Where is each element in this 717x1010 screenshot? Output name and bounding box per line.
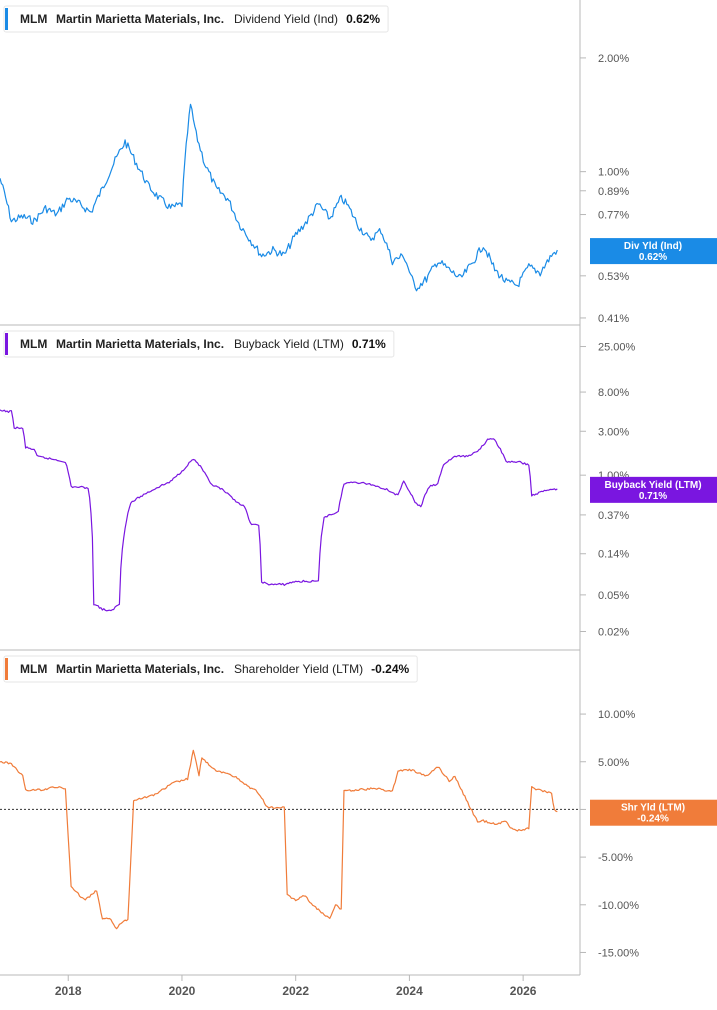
legend-ticker: MLM [20, 12, 47, 26]
legend-value: 0.62% [346, 12, 380, 26]
y-tick-label: 0.05% [598, 590, 629, 602]
legend-value: 0.71% [352, 337, 386, 351]
series-line[interactable] [0, 103, 558, 292]
y-tick-label: 0.02% [598, 627, 629, 639]
x-tick-label: 2022 [282, 984, 309, 998]
legend-box [3, 655, 418, 683]
legend-box [3, 5, 389, 33]
y-tick-label: 0.37% [598, 510, 629, 522]
x-tick-label: 2018 [55, 984, 82, 998]
y-tick-label: 0.41% [598, 313, 629, 325]
legend: MLM Martin Marietta Materials, Inc. Divide… [3, 5, 389, 33]
value-flag-label: Div Yld (Ind) [624, 241, 682, 252]
x-tick-label: 2026 [510, 984, 537, 998]
y-tick-label: 8.00% [598, 387, 629, 399]
series-line[interactable] [0, 749, 558, 930]
legend-metric: Dividend Yield (Ind) [234, 12, 338, 26]
y-tick-label: 1.00% [598, 167, 629, 179]
y-tick-label: -10.00% [598, 900, 639, 912]
legend-color-bar [5, 333, 8, 355]
series-line[interactable] [0, 409, 558, 612]
y-tick-label: 2.00% [598, 53, 629, 65]
legend-metric: Shareholder Yield (LTM) [234, 662, 363, 676]
chart-panel-2: 25.00%8.00%3.00%1.00%0.37%0.14%0.05%0.02… [0, 325, 717, 651]
y-tick-label: 0.89% [598, 186, 629, 198]
legend-company: Martin Marietta Materials, Inc. [56, 337, 224, 351]
chart-panel-3: 10.00%5.00%0.00%-5.00%-10.00%-15.00%MLMM… [0, 650, 717, 976]
x-tick-label: 2024 [396, 984, 423, 998]
value-flag-value: 0.71% [639, 491, 667, 502]
legend-company: Martin Marietta Materials, Inc. [56, 12, 224, 26]
value-flag-label: Shr Yld (LTM) [621, 803, 685, 814]
value-flag-value: -0.24% [637, 814, 669, 825]
y-tick-label: 10.00% [598, 709, 636, 721]
legend-metric: Buyback Yield (LTM) [234, 337, 344, 351]
value-flag: Buyback Yield (LTM)0.71% [590, 476, 717, 503]
legend-color-bar [5, 658, 8, 680]
legend-value: -0.24% [371, 662, 409, 676]
value-flag-label: Buyback Yield (LTM) [604, 480, 701, 491]
legend-ticker: MLM [20, 337, 47, 351]
y-tick-label: 25.00% [598, 342, 636, 354]
legend: MLM Martin Marietta Materials, Inc. Shareh… [3, 655, 418, 683]
value-flag-value: 0.62% [639, 252, 667, 263]
legend-color-bar [5, 8, 8, 30]
legend-ticker: MLM [20, 662, 47, 676]
y-tick-label: 3.00% [598, 426, 629, 438]
value-flag: Shr Yld (LTM)-0.24% [590, 799, 717, 826]
y-tick-label: -15.00% [598, 947, 639, 959]
legend-box [3, 330, 395, 358]
y-tick-label: 5.00% [598, 757, 629, 769]
legend: MLM Martin Marietta Materials, Inc. Buybac… [3, 330, 395, 358]
y-tick-label: 0.53% [598, 271, 629, 283]
value-flag: Div Yld (Ind)0.62% [590, 238, 717, 265]
y-tick-label: 0.77% [598, 210, 629, 222]
x-axis: 2018 2020 2022 2024 2026 [0, 974, 580, 998]
y-tick-label: 0.14% [598, 549, 629, 561]
chart-panel-1: 2.00% 1.00% 0.89% 0.77% 0.53% 0.41% MLM Martin … [0, 0, 717, 326]
legend-company: Martin Marietta Materials, Inc. [56, 662, 224, 676]
value-flag-box [590, 799, 717, 826]
y-tick-label: -5.00% [598, 852, 633, 864]
x-tick-label: 2020 [169, 984, 196, 998]
value-flag-box [590, 238, 717, 265]
value-flag-box [590, 476, 717, 503]
